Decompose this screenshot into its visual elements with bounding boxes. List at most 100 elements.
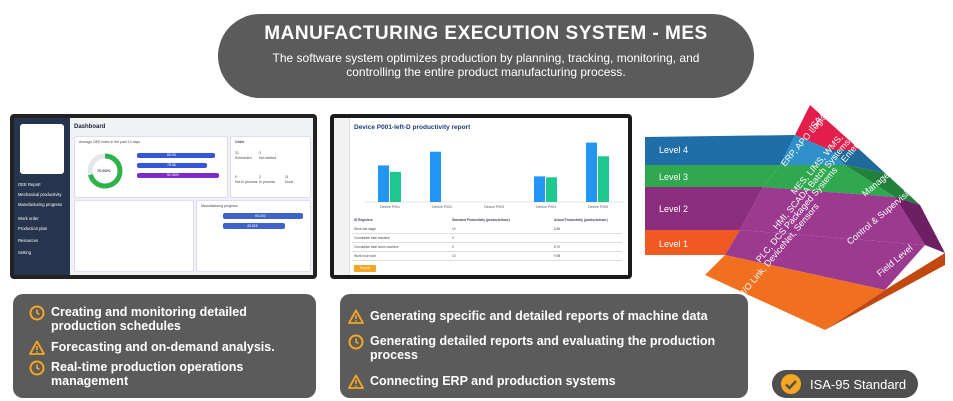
oee-bar-1 (137, 153, 215, 158)
feature-item: Real-time production operations manageme… (29, 360, 299, 388)
chart-tick-label: Device P004 (536, 205, 556, 209)
check-icon (781, 374, 801, 394)
chart-tick-label: Device P002 (432, 205, 452, 209)
table-cell: 10 (452, 254, 456, 258)
oee-gauge (87, 153, 123, 189)
oee-bar-2 (137, 163, 207, 168)
order-stat-3: 0 (235, 175, 237, 179)
sidebar-item-work-order[interactable]: Work order (18, 216, 39, 221)
manufacturing-progress-card: Manufacturing progress 65,000 45,825 (196, 200, 311, 272)
table-cell: 8.70 (554, 245, 561, 249)
sidebar-item-manufacturing-progress[interactable]: Manufacturing progress (18, 202, 62, 207)
dashboard-screen: OEE Report Mechanical productivity Manuf… (14, 118, 313, 275)
feature-item: Connecting ERP and production systems (348, 374, 738, 390)
chart-tick-label: Device P001 (380, 205, 400, 209)
table-cell: 8.55 (554, 227, 561, 231)
feature-item: Forecasting and on-demand analysis. (29, 340, 299, 356)
report-sidebar (334, 118, 350, 275)
oee-bar-1-value: 65.93 (167, 153, 176, 157)
table-cell: 0 (452, 245, 454, 249)
oee-bar-3-value: 92.35% (167, 173, 179, 177)
chart-tick-label: Device P005 (588, 205, 608, 209)
table-cell: Work hour total (354, 254, 376, 258)
feature-item: Generating detailed reports and evaluati… (348, 334, 738, 362)
oee-card-title: Average OEE index in the past 10 days (79, 140, 141, 144)
chart-tick-label: Device P003 (484, 205, 504, 209)
resources-card (74, 200, 194, 272)
clock-icon (29, 360, 45, 376)
feature-text: Generating detailed reports and evaluati… (370, 334, 716, 362)
header-banner: MANUFACTURING EXECUTION SYSTEM - MES The… (218, 14, 754, 98)
level-4-label: Level 4 (659, 145, 688, 155)
table-row (352, 234, 622, 243)
warning-icon (29, 340, 45, 355)
clock-icon (29, 305, 45, 321)
feature-text: Real-time production operations manageme… (51, 360, 244, 388)
feature-text: Creating and monitoring detailed product… (51, 305, 247, 333)
order-stat-4-label: In process (259, 180, 276, 184)
table-cell: 10 (452, 227, 456, 231)
sidebar-item-setting[interactable]: Setting (18, 250, 32, 255)
feature-text: Connecting ERP and production systems (370, 374, 616, 388)
features-left-panel: Creating and monitoring detailed product… (13, 294, 316, 398)
report-title: Device P001-left-D productivity report (354, 124, 471, 131)
progress-bar-2-value: 45,825 (247, 224, 258, 228)
order-stat-2-label: Not started (259, 156, 277, 160)
progress-bar-1 (223, 213, 303, 219)
table-cell: Work last stage (354, 227, 376, 231)
report-table-header-1: ID Registers (354, 218, 373, 222)
order-stat-5-label: Done (285, 180, 294, 184)
order-stat-3-label: Not in process (235, 180, 258, 184)
chart-bar-standard-5 (586, 142, 597, 202)
export-button[interactable]: Export (354, 265, 376, 272)
dashboard-screenshot: OEE Report Mechanical productivity Manuf… (10, 114, 317, 279)
progress-bar-1-value: 65,000 (255, 214, 266, 218)
warning-icon (348, 374, 364, 389)
level-3-label: Level 3 (659, 172, 688, 182)
progress-bar-2 (223, 223, 285, 229)
chart-bar-standard-4 (534, 176, 545, 202)
table-row (352, 225, 622, 234)
isa95-badge-label: ISA-95 Standard (810, 376, 907, 392)
table-cell: Cumulative total machine (354, 236, 390, 240)
dashboard-sidebar: OEE Report Mechanical productivity Manuf… (14, 118, 70, 275)
oee-value: 70.93% (97, 168, 111, 173)
table-cell: Cumulative total hours machine (354, 245, 399, 249)
isa95-badge: ISA-95 Standard (772, 370, 918, 398)
order-stat-1: 21 (235, 151, 239, 155)
clock-icon (348, 334, 364, 350)
feature-text: Forecasting and on-demand analysis. (51, 340, 275, 354)
page-subtitle: The software system optimizes production… (272, 51, 700, 79)
feature-text: Generating specific and detailed reports… (370, 309, 708, 323)
order-stat-5: 11 (285, 175, 289, 179)
report-chart: Device P001 Device P002 Device P003 Device … (364, 142, 624, 209)
order-card: Order 21 Scheduled 3 Not started 0 Not i… (230, 136, 311, 198)
table-row (352, 252, 622, 261)
sidebar-item-production-plan[interactable]: Production plan (18, 226, 48, 231)
order-stat-1-label: Scheduled (235, 156, 252, 160)
order-stat-2: 3 (259, 151, 261, 155)
table-cell: 0 (452, 236, 454, 240)
table-row (352, 243, 622, 252)
level-2-label: Level 2 (659, 204, 688, 214)
sidebar-item-oee-report[interactable]: OEE Report (18, 182, 41, 187)
page-title: MANUFACTURING EXECUTION SYSTEM - MES (264, 23, 708, 44)
dashboard-title: Dashboard (74, 124, 106, 130)
report-screenshot: Device P001-left-D productivity report D… (330, 114, 632, 279)
chart-bar-actual-4 (546, 177, 557, 202)
oee-bar-2-value: 78.66 (167, 163, 176, 167)
isa95-pyramid: Level 4 Level 3 Level 2 Level 1 ISA 95 E… (645, 105, 945, 330)
dashboard-logo (20, 124, 64, 174)
sidebar-item-resources[interactable]: Resources (18, 238, 39, 243)
feature-item: Creating and monitoring detailed product… (29, 305, 299, 333)
chart-bar-standard-2 (430, 151, 441, 202)
features-right-panel: Generating specific and detailed reports… (340, 294, 748, 398)
warning-icon (348, 309, 364, 324)
report-table-header-3: Actual Productivity (products/hour) (554, 218, 608, 222)
order-stat-4: 2 (259, 175, 261, 179)
chart-bar-actual-5 (598, 156, 609, 202)
oee-card: Average OEE index in the past 10 days 70… (74, 136, 228, 198)
feature-item: Generating specific and detailed reports… (348, 309, 738, 325)
sidebar-item-mechanical-productivity[interactable]: Mechanical productivity (18, 192, 62, 197)
chart-bar-actual-1 (390, 171, 401, 202)
